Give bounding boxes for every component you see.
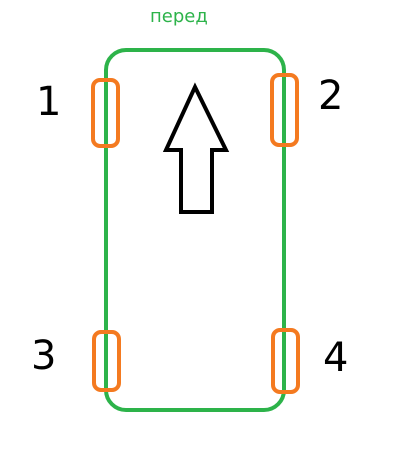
wheel-front-left: [91, 78, 120, 148]
car-body: [104, 48, 286, 412]
wheel-number-4: 4: [323, 335, 349, 381]
front-label: перед: [150, 6, 208, 27]
wheel-rear-left: [92, 330, 121, 392]
wheel-number-1: 1: [36, 79, 62, 125]
wheel-rear-right: [271, 328, 300, 394]
wheel-number-3: 3: [31, 333, 57, 379]
up-arrow-icon: [162, 82, 230, 214]
wheel-number-2: 2: [318, 73, 344, 119]
wheel-front-right: [270, 73, 299, 147]
